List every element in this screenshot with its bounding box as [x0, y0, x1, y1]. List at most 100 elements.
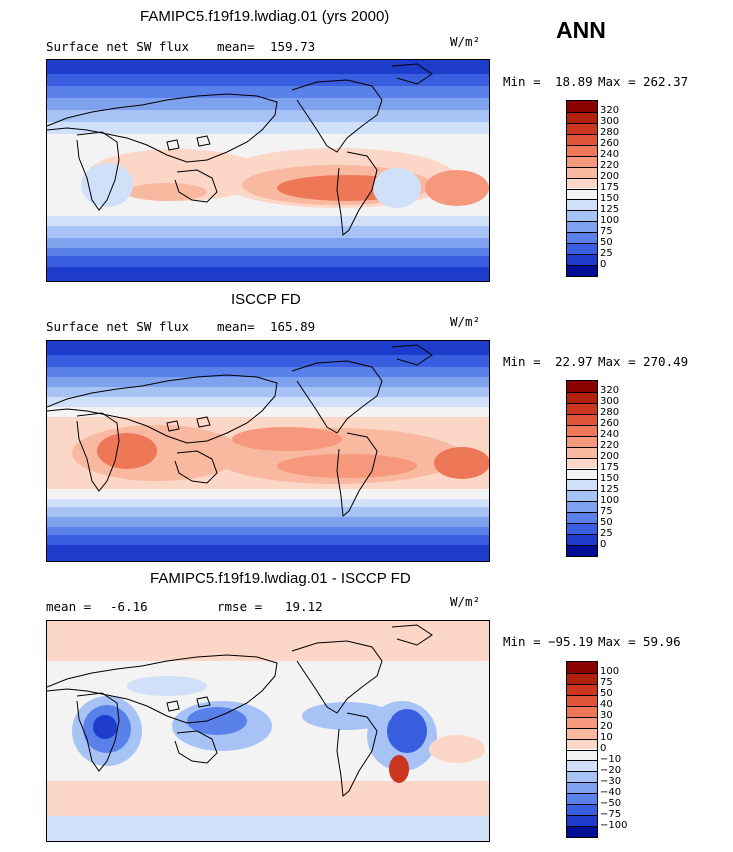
- field-band: [47, 781, 489, 816]
- panel1-variable-label: Surface net SW flux: [46, 39, 189, 54]
- field-patch: [232, 427, 342, 451]
- colorbar-swatch: [567, 694, 597, 706]
- panel3-mean-label: mean =: [46, 599, 92, 614]
- panel1-units: W/m²: [450, 34, 481, 49]
- field-patch: [81, 163, 133, 207]
- panel3-max-label: Max =: [598, 634, 636, 649]
- colorbar-tick: 25: [600, 248, 613, 259]
- colorbar-swatch: [567, 122, 597, 134]
- south-america-coast: [336, 432, 378, 517]
- panel1-mean-value: 159.73: [270, 39, 316, 54]
- coastlines: [47, 63, 433, 236]
- islands-coast: [166, 135, 211, 151]
- colorbar-tick: 75: [600, 226, 613, 237]
- colorbar-swatch: [567, 793, 597, 805]
- panel3-mean-value: -6.16: [110, 599, 148, 614]
- panel1-max-label: Max =: [598, 74, 636, 89]
- panel1-title: FAMIPC5.f19f19.lwdiag.01 (yrs 2000): [140, 8, 390, 25]
- africa-coast: [76, 412, 120, 492]
- season-label: ANN: [556, 17, 606, 43]
- colorbar-swatch: [567, 457, 597, 469]
- colorbar-swatch: [567, 804, 597, 816]
- field-patch: [93, 715, 117, 739]
- colorbar-tick: 240: [600, 429, 620, 440]
- australia-coast: [174, 730, 218, 764]
- panel1-max-value: 262.37: [643, 74, 689, 89]
- colorbar-tick: 220: [600, 160, 620, 171]
- colorbar-swatch: [567, 265, 597, 276]
- colorbar-swatch: [567, 188, 597, 200]
- colorbar-tick: 0: [600, 539, 607, 550]
- colorbar-tick: 30: [600, 710, 613, 721]
- colorbar-tick: 50: [600, 688, 613, 699]
- panel3-min-label: Min =: [503, 634, 541, 649]
- colorbar-tick: −40: [600, 787, 622, 798]
- panel3-title: FAMIPC5.f19f19.lwdiag.01 - ISCCP FD: [150, 570, 411, 587]
- panel2-title: ISCCP FD: [231, 291, 301, 308]
- colorbar-tick: 100: [600, 495, 620, 506]
- greenland-coast: [391, 344, 433, 366]
- colorbar-swatch: [567, 771, 597, 783]
- colorbar-swatch: [567, 534, 597, 546]
- panel2-max-value: 270.49: [643, 354, 689, 369]
- colorbar-swatch: [567, 221, 597, 233]
- colorbar-tick: 240: [600, 149, 620, 160]
- colorbar-swatch: [567, 199, 597, 211]
- panel2-variable-label: Surface net SW flux: [46, 319, 189, 334]
- colorbar-tick: −20: [600, 765, 622, 776]
- north-america-coast: [291, 79, 383, 153]
- colorbar-tick: 10: [600, 732, 613, 743]
- panel3-max-value: 59.96: [643, 634, 681, 649]
- colorbar-tick: 100: [600, 666, 620, 677]
- colorbar-swatch: [567, 435, 597, 447]
- colorbar-swatch: [567, 413, 597, 425]
- field-patch: [434, 447, 489, 479]
- south-america-coast: [336, 712, 378, 797]
- panel2-min-value: 22.97: [555, 354, 593, 369]
- colorbar-swatch: [567, 662, 597, 673]
- colorbar-swatch: [567, 166, 597, 178]
- panel1-colorbar: [566, 100, 598, 277]
- colorbar-tick: 25: [600, 528, 613, 539]
- panel1-map: [46, 59, 490, 282]
- colorbar-tick: 320: [600, 105, 620, 116]
- colorbar-tick: 0: [600, 259, 607, 270]
- panel3-min-value: −95.19: [548, 634, 594, 649]
- colorbar-tick: −30: [600, 776, 622, 787]
- colorbar-swatch: [567, 155, 597, 167]
- colorbar-swatch: [567, 177, 597, 189]
- field-patch: [187, 707, 247, 735]
- colorbar-tick: 125: [600, 204, 620, 215]
- colorbar-swatch: [567, 826, 597, 837]
- colorbar-swatch: [567, 391, 597, 403]
- colorbar-tick: 280: [600, 127, 620, 138]
- colorbar-tick: 150: [600, 473, 620, 484]
- colorbar-swatch: [567, 760, 597, 772]
- colorbar-swatch: [567, 101, 597, 112]
- panel1-mean-label: mean=: [217, 39, 255, 54]
- greenland-coast: [391, 63, 433, 85]
- panel2-map: [46, 340, 490, 562]
- colorbar-swatch: [567, 815, 597, 827]
- africa-coast: [76, 131, 120, 211]
- colorbar-swatch: [567, 501, 597, 513]
- colorbar-tick: 200: [600, 171, 620, 182]
- field-patch: [302, 702, 392, 730]
- colorbar-swatch: [567, 243, 597, 255]
- colorbar-tick: 40: [600, 699, 613, 710]
- colorbar-swatch: [567, 672, 597, 684]
- panel2-mean-label: mean=: [217, 319, 255, 334]
- colorbar-tick: 260: [600, 138, 620, 149]
- colorbar-tick: 220: [600, 440, 620, 451]
- coastlines: [47, 624, 433, 797]
- colorbar-swatch: [567, 479, 597, 491]
- colorbar-tick: 175: [600, 462, 620, 473]
- colorbar-swatch: [567, 512, 597, 524]
- colorbar-tick: 280: [600, 407, 620, 418]
- colorbar-swatch: [567, 232, 597, 244]
- colorbar-tick: 125: [600, 484, 620, 495]
- north-america-coast: [291, 360, 383, 434]
- field-patch: [389, 755, 409, 783]
- colorbar-swatch: [567, 111, 597, 123]
- colorbar-tick: −10: [600, 754, 622, 765]
